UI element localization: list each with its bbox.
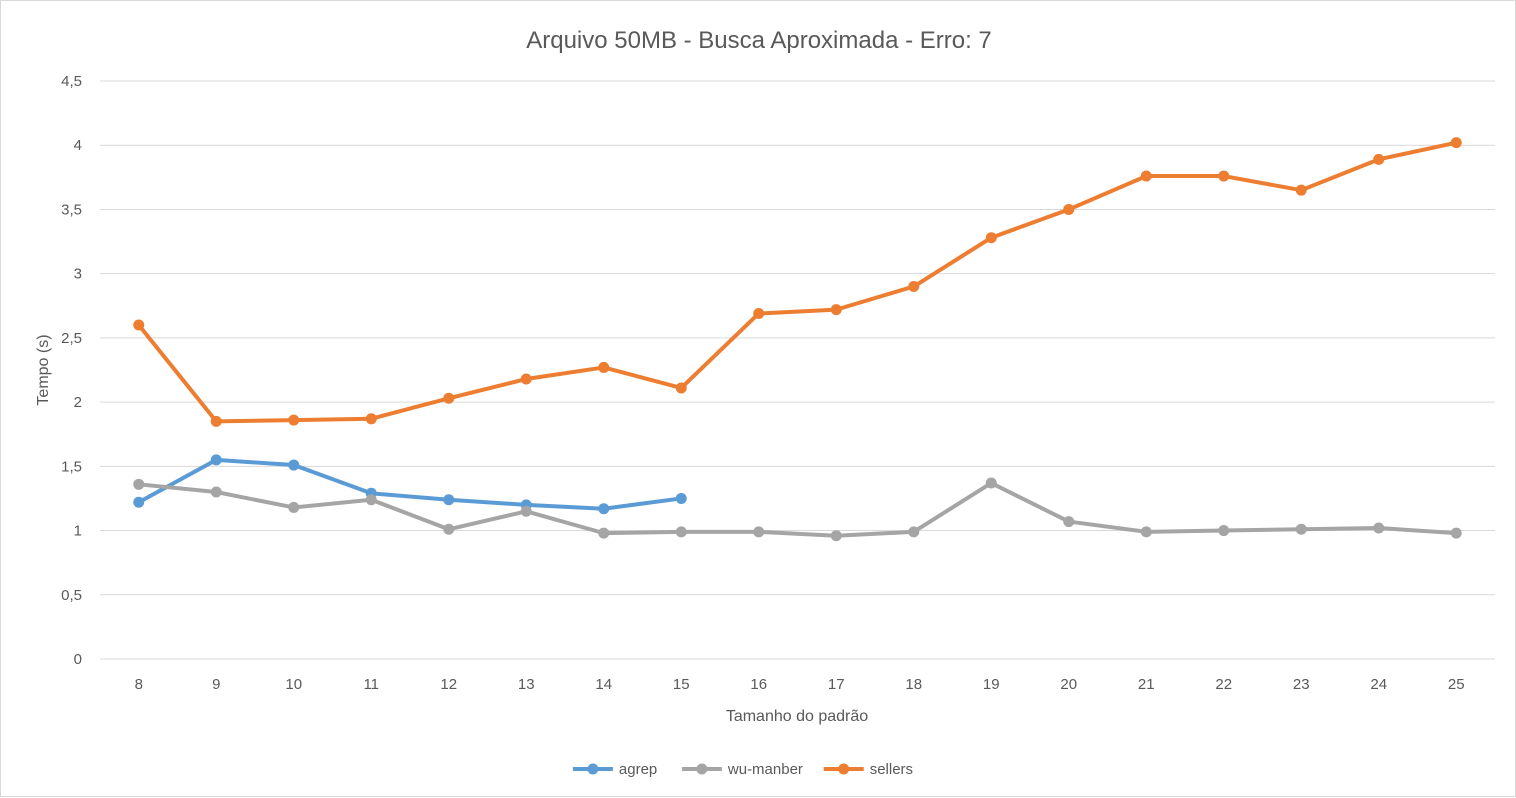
data-point — [830, 530, 842, 542]
data-point — [830, 304, 842, 316]
data-point — [210, 486, 222, 498]
data-point — [133, 478, 145, 490]
series-sellers — [133, 137, 1462, 427]
data-point — [675, 492, 687, 504]
data-point — [675, 526, 687, 538]
data-point — [1295, 184, 1307, 196]
x-tick-label: 11 — [363, 676, 379, 693]
data-point — [1140, 526, 1152, 538]
legend-swatch-marker — [696, 763, 708, 775]
data-point — [1063, 516, 1075, 528]
legend-label: agrep — [619, 761, 657, 778]
data-point — [598, 527, 610, 539]
x-tick-label: 14 — [595, 676, 612, 693]
x-tick-label: 18 — [905, 676, 922, 693]
data-point — [365, 413, 377, 425]
gridlines — [100, 80, 1495, 660]
series-agrep — [133, 454, 687, 515]
y-tick-label: 2,5 — [61, 330, 82, 347]
y-tick-label: 1,5 — [61, 458, 82, 475]
x-tick-label: 23 — [1293, 676, 1310, 693]
data-point — [210, 415, 222, 427]
legend-label: sellers — [870, 761, 913, 778]
legend-item-wu-manber: wu-manber — [681, 761, 803, 778]
data-point — [908, 526, 920, 538]
chart-title: Arquivo 50MB - Busca Aproximada - Erro: … — [526, 27, 992, 54]
series-lines — [133, 137, 1462, 542]
x-tick-label: 24 — [1370, 676, 1387, 693]
y-tick-label: 0,5 — [61, 587, 82, 604]
y-axis-ticks: 0 0,5 1 1,5 2 2,5 3 3,5 4 4,5 — [61, 73, 82, 668]
legend-item-sellers: sellers — [823, 761, 913, 778]
x-tick-label: 20 — [1060, 676, 1077, 693]
data-point — [1063, 203, 1075, 215]
legend-swatch-marker — [587, 763, 599, 775]
data-point — [443, 494, 455, 506]
x-tick-label: 21 — [1138, 676, 1155, 693]
series-wu-manber — [133, 477, 1462, 542]
data-point — [288, 501, 300, 513]
series-line — [136, 457, 684, 511]
legend: agrep wu-manber sellers — [572, 761, 913, 778]
data-point — [1450, 137, 1462, 149]
series-line — [136, 481, 1459, 538]
legend-swatch-marker — [838, 763, 850, 775]
data-point — [1295, 523, 1307, 535]
y-axis-label: Tempo (s) — [35, 334, 52, 405]
data-point — [985, 477, 997, 489]
data-point — [1450, 527, 1462, 539]
x-tick-label: 17 — [828, 676, 845, 693]
data-point — [1218, 525, 1230, 537]
data-point — [985, 232, 997, 244]
x-tick-label: 19 — [983, 676, 1000, 693]
data-point — [520, 505, 532, 517]
y-tick-label: 3 — [74, 266, 82, 283]
x-axis-ticks: 8 9 10 11 12 13 14 15 16 17 18 19 20 21 22 23 24 25 — [135, 676, 1465, 693]
series-line — [136, 140, 1459, 424]
data-point — [1218, 170, 1230, 182]
data-point — [1140, 170, 1152, 182]
x-tick-label: 25 — [1448, 676, 1465, 693]
x-axis-label: Tamanho do padrão — [726, 708, 868, 725]
data-point — [908, 281, 920, 293]
data-point — [365, 494, 377, 506]
data-point — [443, 523, 455, 535]
data-point — [675, 382, 687, 394]
data-point — [598, 503, 610, 515]
data-point — [1373, 522, 1385, 534]
data-point — [288, 459, 300, 471]
y-tick-label: 1 — [74, 523, 82, 540]
legend-label: wu-manber — [727, 761, 803, 778]
data-point — [133, 496, 145, 508]
x-tick-label: 12 — [440, 676, 457, 693]
legend-item-agrep: agrep — [572, 761, 657, 778]
data-point — [133, 319, 145, 331]
data-point — [210, 454, 222, 466]
y-tick-label: 4,5 — [61, 73, 82, 90]
x-tick-label: 10 — [285, 676, 302, 693]
x-tick-label: 15 — [673, 676, 690, 693]
x-tick-label: 9 — [212, 676, 220, 693]
y-tick-label: 2 — [74, 394, 82, 411]
x-tick-label: 22 — [1215, 676, 1232, 693]
data-point — [443, 392, 455, 404]
data-point — [1373, 153, 1385, 165]
data-point — [520, 373, 532, 385]
x-tick-label: 8 — [135, 676, 143, 693]
y-tick-label: 4 — [74, 137, 82, 154]
data-point — [598, 361, 610, 373]
data-point — [753, 307, 765, 319]
y-tick-label: 3,5 — [61, 201, 82, 218]
y-tick-label: 0 — [74, 651, 82, 668]
data-point — [753, 526, 765, 538]
data-point — [288, 414, 300, 426]
x-tick-label: 13 — [518, 676, 535, 693]
x-tick-label: 16 — [750, 676, 767, 693]
